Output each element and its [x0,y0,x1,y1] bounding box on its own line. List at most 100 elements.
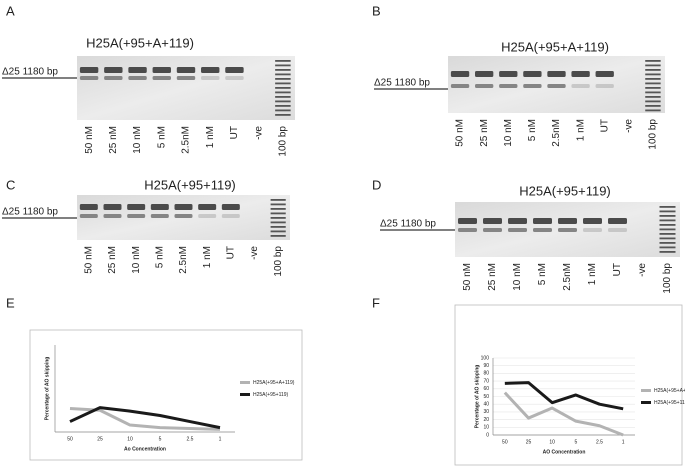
gel-band [533,218,552,224]
lane-label: 1 nM [205,126,216,148]
ladder-band [270,235,286,237]
gel-band [475,71,494,77]
gel-band [523,71,542,77]
ladder-band [659,224,676,226]
lane-label: UT [612,263,623,276]
lane-label: 50 nM [83,246,94,274]
lane-label: 5 nM [154,246,165,268]
y-tick-label: 10 [483,425,489,431]
lane-label: -ve [623,119,634,133]
legend-label: H25A(+95+A+119) [253,380,295,386]
gel-band [608,218,627,224]
y-axis-label: Percentage of AO skipping [474,365,480,429]
lane-label: 2.5nM [562,263,573,291]
gel-band [174,204,193,210]
lane-label: 50 nM [84,126,95,154]
x-axis-label: AO Concentration [543,449,586,455]
gel-image [77,56,295,120]
gel-band [201,76,220,80]
ladder-band [659,206,676,208]
gel-band [79,204,98,210]
gel-title: H25A(+95+119) [519,183,611,198]
ladder-band [659,215,676,217]
ladder-band [645,100,661,103]
gel-band [198,214,217,218]
y-tick-label: 30 [483,409,489,415]
y-tick-label: 40 [483,402,489,408]
gel-band [558,218,577,224]
ladder-band [659,219,676,222]
ladder-band [659,246,676,249]
gel-band [523,84,542,88]
gel-band [225,67,244,73]
x-tick-label: 50 [502,439,508,445]
panel-letter: F [372,295,380,310]
lane-label: 2.5nM [551,119,562,147]
band-label: Δ25 1180 bp [374,78,430,89]
ladder-band [275,100,291,103]
ladder-band [275,73,291,76]
ladder-band [275,114,291,116]
lane-label: 2.5nM [178,246,189,274]
y-tick-label: 70 [483,378,489,384]
panel-letter: C [6,177,15,192]
lane-label: 100 bp [662,263,673,294]
gel-band [475,84,494,88]
y-tick-label: 0 [486,432,489,438]
gel-band [103,214,122,218]
gel-band [201,67,220,73]
gel-band [150,204,169,210]
y-tick-label: 60 [483,386,489,392]
gel-title: H25A(+95+119) [144,177,236,192]
ladder-band [659,233,676,235]
ladder-band [270,199,286,201]
ladder-band [645,96,661,98]
ladder-band [270,226,286,228]
band-label: Δ25 1180 bp [2,207,58,218]
y-axis-label: Percentage of AO skipping [44,357,50,421]
gel-band [198,204,217,210]
lane-label: 10 nM [512,263,523,291]
gel-band [508,218,527,224]
gel-band [79,76,99,80]
legend-label: H25A(+95+119) [253,392,289,398]
ladder-band [645,78,661,80]
legend-label: H25A(+95+A+119) [654,388,685,394]
series-line [504,381,624,411]
legend-label: H25A(+95+119) [654,400,685,406]
lane-label: 10 nM [131,246,142,274]
ladder-band [645,82,661,85]
gel-band [583,228,602,232]
lane-label: 1 nM [202,246,213,268]
ladder-band [275,60,291,62]
gel-band [595,84,614,88]
gel-band [176,67,196,73]
gel-band [547,84,566,88]
gel-band [104,76,123,80]
gel-band [176,76,196,80]
lane-label: -ve [249,246,260,260]
y-tick-label: 80 [483,371,489,377]
series-line [69,406,221,430]
lane-label: 5 nM [156,126,167,148]
band-label: Δ25 1180 bp [2,67,58,78]
y-tick-label: 50 [483,394,489,400]
ladder-band [645,69,661,71]
gel-band [104,67,123,73]
lane-label: UT [599,119,610,132]
lane-label: UT [225,246,236,259]
band-label: Δ25 1180 bp [380,219,436,230]
gel-band [499,84,518,88]
y-tick-label: 20 [483,417,489,423]
gel-band [127,204,146,210]
ladder-band [275,91,291,94]
lane-label: 2.5nM [181,126,192,154]
gel-band [595,71,614,77]
x-tick-label: 5 [159,436,162,442]
gel-band [450,71,470,77]
series-line [503,391,624,437]
gel-band [103,204,122,210]
ladder-band [645,105,661,107]
ladder-band [659,251,676,253]
